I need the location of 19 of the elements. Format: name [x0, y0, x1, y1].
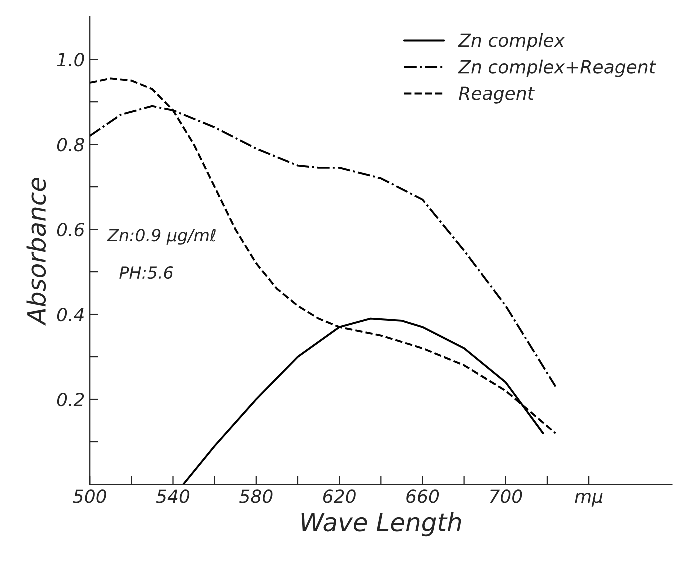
y-tick-label: 1.0 [57, 53, 84, 67]
x-tick-label: 620 [323, 490, 356, 504]
x-tick-label: 580 [240, 490, 273, 504]
legend-label: Zn complex [458, 33, 566, 51]
x-tick-label: mμ [575, 492, 603, 507]
x-tick-label: 500 [73, 490, 106, 504]
y-tick-label: 0.4 [57, 308, 84, 322]
x-tick-label: 700 [490, 490, 522, 504]
y-tick-label: 0.6 [57, 223, 84, 237]
y-tick-label: 0.8 [57, 138, 84, 152]
x-tick-label: 540 [156, 490, 190, 504]
y-tick-label: 0.2 [57, 392, 84, 407]
x-axis-title: Wave Length [302, 512, 462, 537]
legend-label: Reagent [459, 86, 535, 104]
y-axis-title: Absorbance [26, 178, 46, 326]
x-tick-label: 660 [406, 490, 440, 504]
annotation: Zn:0.9 μg/mℓ [107, 229, 216, 245]
legend-label: Zn complex+Reagent [458, 60, 657, 78]
annotation: PH:5.6 [120, 266, 174, 280]
